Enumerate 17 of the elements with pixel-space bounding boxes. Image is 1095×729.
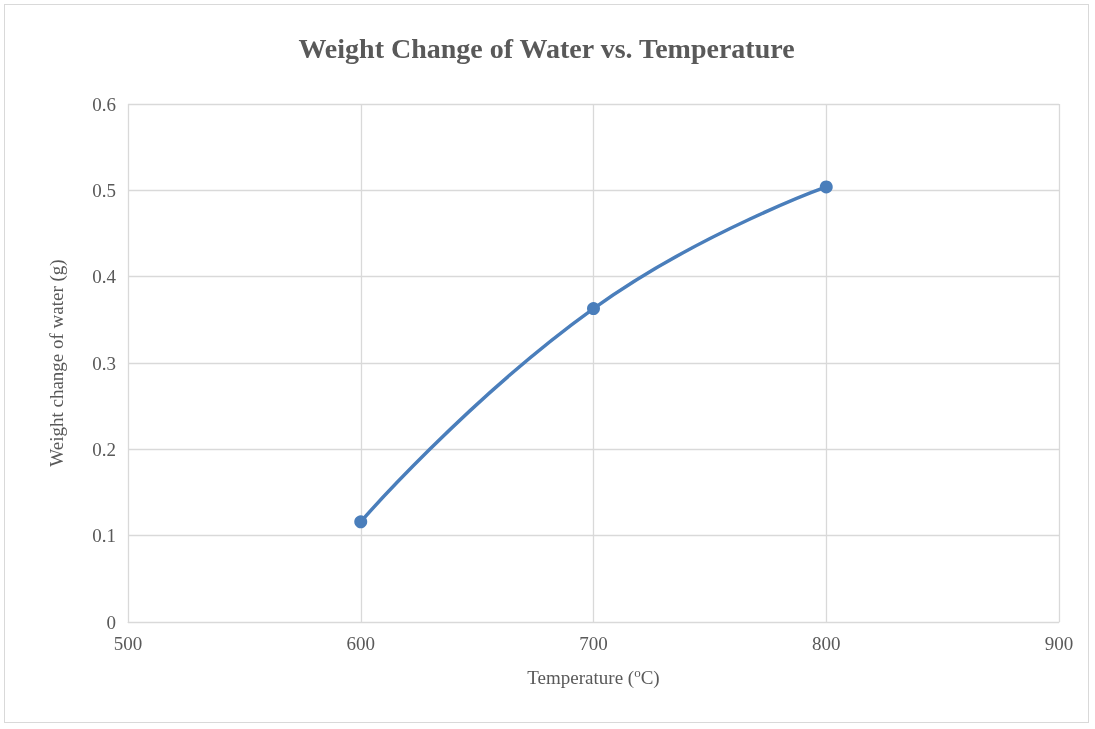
point [587,302,600,316]
y-tick-label: 0.6 [92,93,116,115]
point [354,515,368,529]
y-axis-title: Weight change of water (g) [46,259,68,467]
x-tick-label: 900 [1044,633,1074,654]
x-tick-label: 600 [346,633,375,654]
y-tick-label: 0.2 [92,438,116,460]
y-tick-label: 0.4 [92,266,117,288]
point [819,180,833,194]
chart-title: Weight Change of Water vs. Temperature [298,32,795,64]
y-tick-label: 0.5 [92,179,116,201]
y-tick-label: 0.1 [92,525,116,547]
x-tick-label: 500 [113,633,143,654]
x-tick-label: 700 [579,633,608,654]
x-tick-label: 800 [812,633,841,654]
y-tick-label: 0 [106,611,116,633]
y-tick-label: 0.3 [92,352,116,374]
